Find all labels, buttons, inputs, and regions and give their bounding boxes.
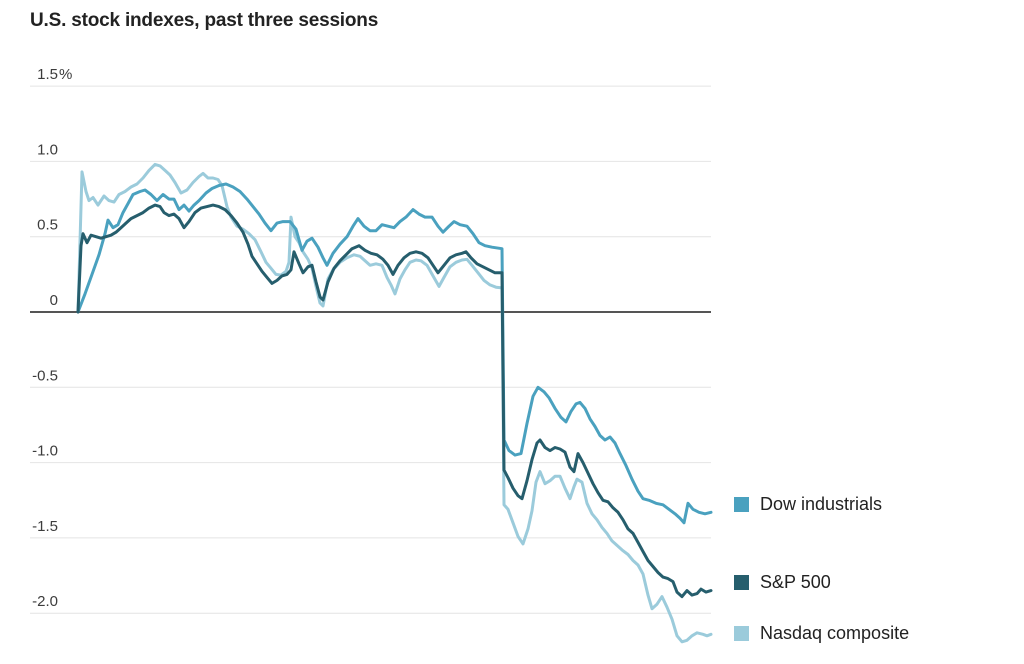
gridlines bbox=[30, 85, 711, 614]
series-lines bbox=[76, 162, 713, 644]
y-axis-tick-label: -1.5 bbox=[32, 518, 58, 535]
series-line-dow bbox=[76, 182, 713, 525]
chart-title: U.S. stock indexes, past three sessions bbox=[30, 10, 379, 31]
y-axis-tick-label: -1.0 bbox=[32, 443, 58, 460]
y-axis-tick-label: -2.0 bbox=[32, 593, 58, 610]
series-line-nasdaq bbox=[76, 162, 713, 644]
y-axis-tick-label: -0.5 bbox=[32, 367, 58, 384]
y-axis-unit-label: % bbox=[59, 66, 72, 83]
y-axis-tick-label: 1.0 bbox=[37, 141, 58, 158]
y-axis-labels: 1.5 % 1.0 0.5 0 -0.5 -1.0 -1.5 -2.0 bbox=[32, 66, 72, 610]
series-line-sp500 bbox=[76, 203, 713, 599]
y-axis-tick-label: 1.5 bbox=[37, 66, 58, 83]
y-axis-tick-label: 0 bbox=[50, 292, 58, 309]
y-axis-tick-label: 0.5 bbox=[37, 217, 58, 234]
